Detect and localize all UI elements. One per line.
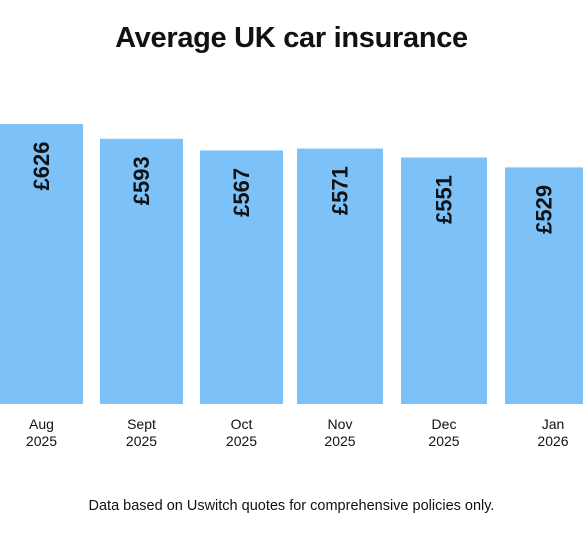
value-label: £567 xyxy=(229,168,254,217)
bar-chart: £626 Aug 2025 £593 Sept 2025 £567 Oct 2025 £571 No… xyxy=(0,124,583,449)
bar-nov-2025 xyxy=(297,148,383,404)
value-label: £593 xyxy=(129,156,154,205)
value-label: £551 xyxy=(432,175,457,224)
category-label: Nov 2025 xyxy=(324,416,355,449)
footnote: Data based on Uswitch quotes for compreh… xyxy=(88,498,495,514)
value-label: £571 xyxy=(328,166,353,215)
bar-sept-2025 xyxy=(100,138,183,405)
chart-title: Average UK car insurance xyxy=(115,22,468,54)
category-label: Sept 2025 xyxy=(126,416,157,449)
value-label: £529 xyxy=(532,185,557,234)
bar-oct-2025 xyxy=(200,150,283,404)
category-label: Dec 2025 xyxy=(428,416,459,449)
bar-jan-2026 xyxy=(505,167,583,404)
value-label: £626 xyxy=(29,142,54,191)
category-label: Aug 2025 xyxy=(26,416,57,449)
category-label: Oct 2025 xyxy=(226,416,257,449)
bar-dec-2025 xyxy=(401,157,487,404)
category-label: Jan 2026 xyxy=(537,416,568,449)
bar-aug-2025 xyxy=(0,124,83,404)
